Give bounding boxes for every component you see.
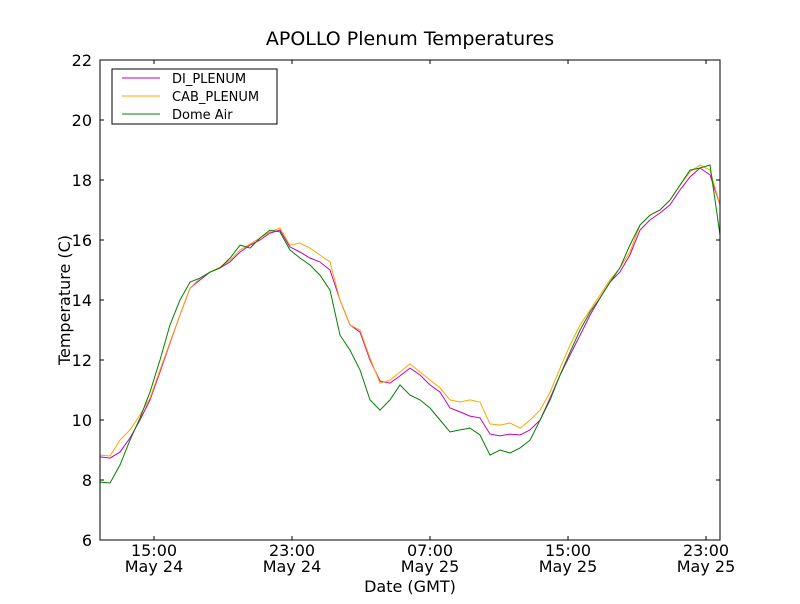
legend-label: CAB_PLENUM [172,90,259,105]
y-tick-label: 8 [82,471,92,490]
y-tick-label: 18 [72,171,92,190]
y-tick-label: 16 [72,231,92,250]
x-axis-label: Date (GMT) [364,577,456,596]
y-tick-label: 22 [72,51,92,70]
y-tick-label: 10 [72,411,92,430]
legend-entry: Dome Air [122,108,233,123]
x-tick-label-time: 15:00 [131,541,177,560]
legend-label: Dome Air [172,108,233,123]
series-line-dome-air [99,164,721,484]
x-tick-label-time: 15:00 [545,541,591,560]
legend-label: DI_PLENUM [172,72,246,87]
legend: DI_PLENUM CAB_PLENUM Dome Air [111,68,278,125]
chart-title: APOLLO Plenum Temperatures [266,28,554,50]
x-tick-label-date: May 24 [125,557,184,576]
series-layer [99,164,721,484]
y-axis-label: Temperature (C) [55,235,74,366]
legend-entry: CAB_PLENUM [122,90,259,105]
x-tick-label-time: 07:00 [407,541,453,560]
legend-entry: DI_PLENUM [122,72,246,87]
y-tick-label: 20 [72,111,92,130]
y-tick-label: 12 [72,351,92,370]
y-tick-label: 6 [82,531,92,550]
x-tick-label-date: May 25 [539,557,598,576]
y-tick-label: 14 [72,291,92,310]
series-line-di-plenum [99,167,721,459]
x-tick-label-date: May 24 [263,557,322,576]
x-tick-label-time: 23:00 [683,541,729,560]
x-tick-label-date: May 25 [401,557,460,576]
x-tick-label-time: 23:00 [269,541,315,560]
x-tick-label-date: May 25 [677,557,736,576]
